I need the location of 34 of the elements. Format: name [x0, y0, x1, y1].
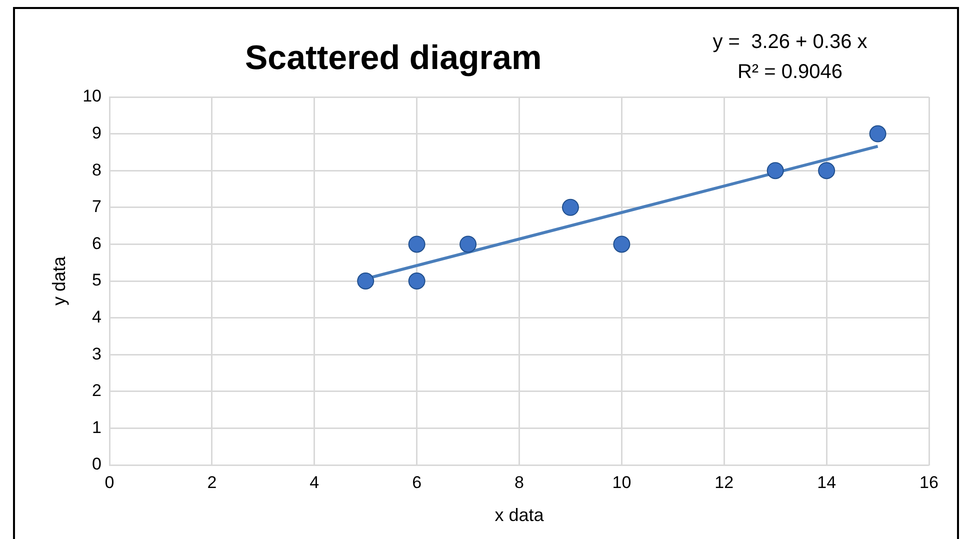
point	[562, 198, 579, 216]
y-tick-label: 2	[92, 381, 102, 400]
y-tick-label: 3	[92, 344, 102, 364]
y-tick-label: 6	[92, 234, 102, 253]
x-tick-label: 4	[310, 472, 320, 492]
x-tick-label: 6	[412, 472, 422, 492]
x-tick-label: 2	[207, 472, 217, 492]
point	[766, 162, 784, 180]
y-tick-label: 1	[92, 418, 102, 437]
x-tick-label: 0	[104, 472, 114, 492]
point	[408, 236, 426, 253]
text: R² = 0.9046	[736, 60, 844, 85]
point	[869, 125, 886, 142]
x-tick-label: 12	[714, 472, 734, 492]
x-tick-label: 8	[514, 472, 524, 492]
point	[460, 236, 477, 253]
chart-title: Scattered diagram	[245, 39, 542, 78]
text: y = 3.26 + 0.36 x	[712, 30, 868, 55]
point	[613, 236, 630, 253]
y-tick-label: 7	[92, 197, 102, 216]
y-axis-title: y data	[48, 256, 69, 306]
y-tick-label: 4	[92, 307, 102, 326]
point	[818, 162, 836, 180]
x-tick-label: 10	[612, 472, 632, 492]
y-tick-label: 8	[92, 160, 102, 180]
y-tick-label: 5	[92, 270, 102, 290]
y-tick-label: 0	[92, 454, 102, 474]
point	[408, 272, 426, 290]
x-axis-title: x data	[494, 505, 545, 526]
y-tick-label: 9	[92, 123, 102, 142]
point	[357, 272, 374, 290]
x-tick-label: 16	[920, 472, 938, 492]
y-tick-label: 10	[82, 86, 102, 106]
x-tick-label: 14	[817, 472, 836, 492]
